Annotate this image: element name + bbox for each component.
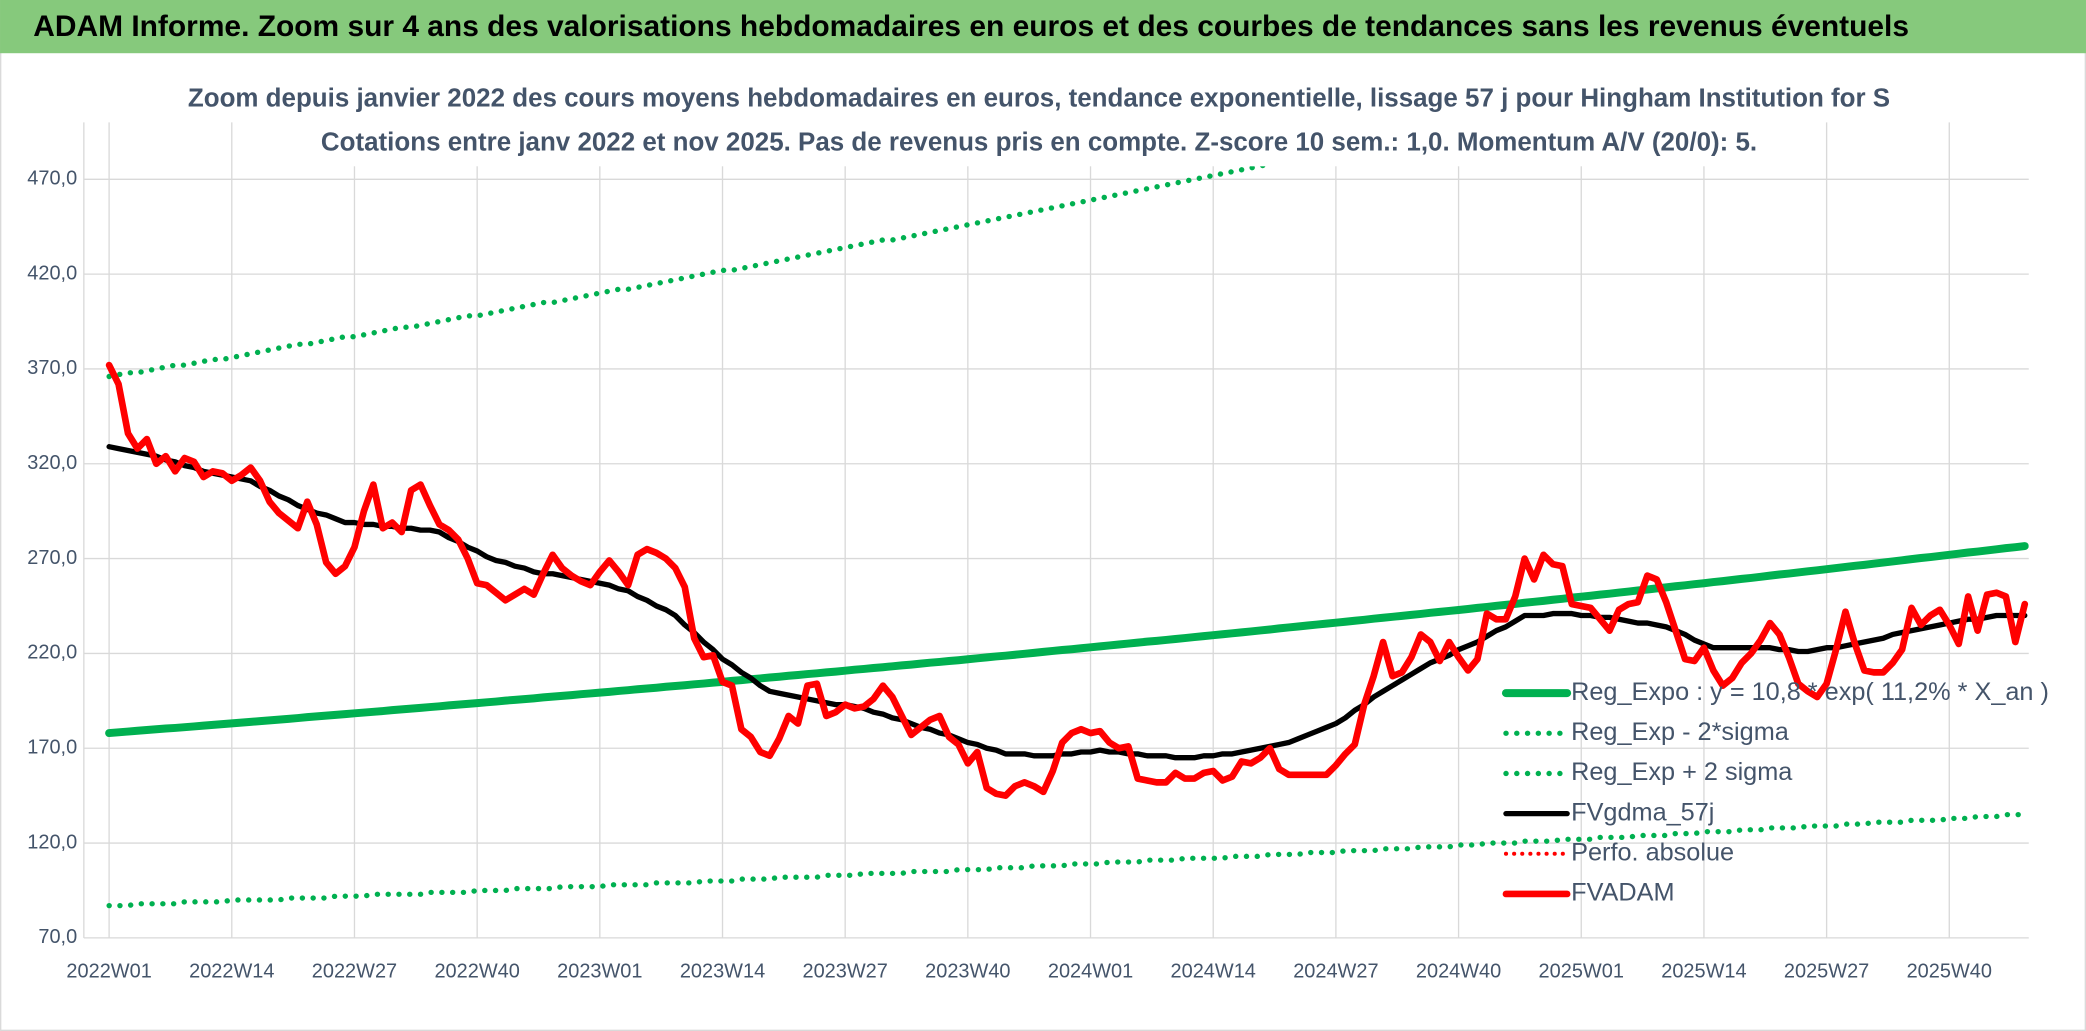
x-tick-label: 2022W01	[66, 961, 151, 983]
header-bar	[0, 0, 2086, 54]
x-tick-label: 2022W14	[189, 961, 274, 983]
series-line	[106, 811, 2028, 909]
subtitle-box	[266, 77, 1812, 167]
x-tick-label: 2023W01	[557, 961, 642, 983]
legend-label: Perfo. absolue	[1571, 838, 1734, 866]
x-tick-label: 2024W01	[1048, 961, 1133, 983]
y-tick-label: 370,0	[27, 357, 77, 379]
x-tick-label: 2024W27	[1293, 961, 1378, 983]
x-tick-label: 2025W27	[1784, 961, 1869, 983]
y-tick-label: 170,0	[27, 736, 77, 758]
series-line	[106, 122, 1473, 380]
plot-lines	[105, 122, 2029, 909]
legend-label: Reg_Expo : y = 10,8 * exp( 11,2% * X_an …	[1571, 678, 2049, 706]
series-line	[106, 444, 2028, 761]
x-tick-label: 2022W27	[312, 961, 397, 983]
y-tick-label: 70,0	[38, 926, 77, 948]
x-tick-label: 2024W14	[1171, 961, 1256, 983]
y-tick-label: 470,0	[27, 168, 77, 190]
y-tick-label: 320,0	[27, 452, 77, 474]
legend: Reg_Expo : y = 10,8 * exp( 11,2% * X_an …	[1501, 678, 2049, 907]
y-tick-label: 420,0	[27, 262, 77, 284]
x-tick-label: 2025W40	[1907, 961, 1992, 983]
x-tick-label: 2025W01	[1539, 961, 1624, 983]
series-line	[105, 542, 2029, 738]
x-tick-label: 2022W40	[434, 961, 519, 983]
legend-label: FVgdma_57j	[1571, 798, 1714, 826]
legend-label: FVADAM	[1571, 879, 1674, 907]
x-tick-label: 2023W14	[680, 961, 765, 983]
subtitle: Zoom depuis janvier 2022 des cours moyen…	[188, 85, 1890, 113]
y-tick-label: 270,0	[27, 547, 77, 569]
x-tick-label: 2023W40	[925, 961, 1010, 983]
y-tick-label: 120,0	[27, 831, 77, 853]
legend-label: Reg_Exp - 2*sigma	[1571, 718, 1790, 746]
subtitle: Cotations entre janv 2022 et nov 2025. P…	[321, 129, 1757, 157]
x-tick-label: 2025W14	[1661, 961, 1746, 983]
grid: 70,0 120,0 170,0 220,0 270,0 320,0 370,0 420,0 4…	[27, 122, 2029, 983]
legend-label: Reg_Exp + 2 sigma	[1571, 758, 1793, 786]
series-line	[105, 361, 2029, 799]
y-tick-label: 220,0	[27, 642, 77, 664]
x-tick-label: 2024W40	[1416, 961, 1501, 983]
chart-title: ADAM Informe. Zoom sur 4 ans des valoris…	[33, 10, 1909, 43]
x-tick-label: 2023W27	[803, 961, 888, 983]
